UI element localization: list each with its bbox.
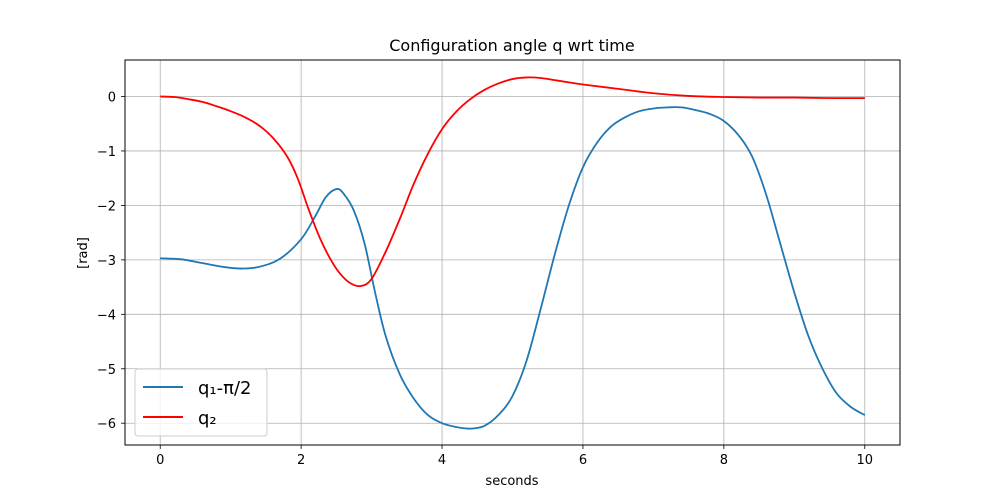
y-tick-label: −5 xyxy=(97,363,116,378)
series-line-q2 xyxy=(160,76,865,288)
x-tick-label: 2 xyxy=(297,453,305,468)
series-line-q1 xyxy=(160,106,866,430)
grid xyxy=(125,60,900,445)
legend: q₁-π/2 q₂ xyxy=(134,368,268,437)
legend-box xyxy=(134,368,268,437)
x-tick-label: 4 xyxy=(438,453,446,468)
y-axis-label: [rad] xyxy=(76,237,91,269)
x-tick-label: 10 xyxy=(856,453,873,468)
chart-title: Configuration angle q wrt time xyxy=(389,36,634,55)
x-axis-ticks: 0 2 4 6 8 10 xyxy=(156,445,873,468)
y-axis-ticks: 0 −1 −2 −3 −4 −5 −6 xyxy=(97,90,125,432)
legend-label-q1: q₁-π/2 xyxy=(198,378,252,399)
x-tick-label: 8 xyxy=(720,453,728,468)
x-axis-label: seconds xyxy=(485,474,538,489)
y-tick-label: −6 xyxy=(97,417,116,432)
plot-series xyxy=(160,76,866,430)
x-tick-label: 6 xyxy=(579,453,587,468)
legend-label-q2: q₂ xyxy=(198,408,217,429)
y-tick-label: −1 xyxy=(97,145,116,160)
y-tick-label: 0 xyxy=(108,90,116,105)
y-tick-label: −4 xyxy=(97,308,116,323)
plot-area-frame xyxy=(124,59,901,446)
y-tick-label: −3 xyxy=(97,254,116,269)
y-tick-label: −2 xyxy=(97,199,116,214)
x-tick-label: 0 xyxy=(156,453,164,468)
